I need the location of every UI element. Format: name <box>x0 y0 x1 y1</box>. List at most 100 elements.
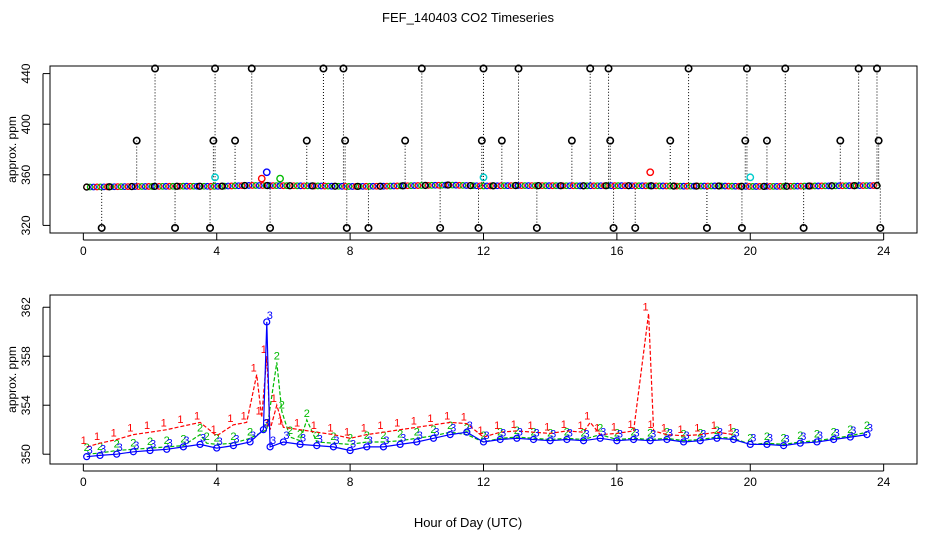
series-3-point-label: 3 <box>417 430 423 442</box>
series-3-point <box>313 442 321 450</box>
series-2-point-label: 2 <box>447 420 453 432</box>
spike-point <box>604 64 613 73</box>
series-1-point-label: 1 <box>561 419 567 431</box>
baseline-point <box>628 182 636 190</box>
baseline-point <box>162 182 170 190</box>
series-3-point <box>780 442 788 450</box>
series-1-point-label: 1 <box>444 410 450 422</box>
series-3-point-label: 3 <box>383 435 389 447</box>
spike-point <box>702 223 711 232</box>
series-2-point-label: 2 <box>597 423 603 435</box>
top-y-tick-label: 400 <box>19 114 33 134</box>
series-3-point-label: 3 <box>433 426 439 438</box>
baseline-point <box>542 182 550 190</box>
series-3-point-label: 3 <box>333 435 339 447</box>
series-1-point-label: 1 <box>577 420 583 432</box>
baseline-point <box>369 182 377 190</box>
baseline-point <box>435 181 443 189</box>
spike-point <box>477 136 486 145</box>
baseline-point <box>707 182 715 190</box>
baseline-point <box>666 182 674 190</box>
series-1-point-label: 1 <box>271 393 277 405</box>
spike-point <box>762 136 771 145</box>
series-2-point-label: 2 <box>864 420 870 432</box>
series-1-point-label: 1 <box>494 420 500 432</box>
baseline-point <box>114 183 122 191</box>
baseline-point <box>701 182 708 190</box>
baseline-point <box>204 182 211 190</box>
baseline-point <box>745 183 753 190</box>
series-3-point <box>446 431 454 439</box>
baseline-point <box>176 182 184 190</box>
baseline-point <box>283 182 291 190</box>
baseline-point <box>797 182 805 190</box>
series-3-point <box>246 438 254 446</box>
series-1-point-label: 1 <box>111 428 117 440</box>
baseline-point <box>835 182 843 190</box>
series-2-point-label: 2 <box>147 436 153 448</box>
series-2-point-label: 2 <box>364 430 370 442</box>
flag-point <box>421 181 430 190</box>
spike-point <box>206 223 215 232</box>
series-3-point-label: 3 <box>784 434 790 446</box>
spike-point <box>302 136 311 145</box>
baseline-point <box>342 182 349 190</box>
series-3-point <box>629 435 638 444</box>
series-3-point <box>213 444 221 452</box>
spike-point <box>479 64 488 73</box>
spike-point <box>609 223 618 232</box>
series-3-point <box>796 439 804 447</box>
series-3-point-label: 3 <box>650 429 656 441</box>
baseline-point <box>493 182 501 190</box>
baseline-point <box>183 182 191 190</box>
baseline-point <box>728 182 736 190</box>
spike-point <box>364 223 373 232</box>
series-3-point <box>463 428 471 436</box>
top-x-tick-label: 20 <box>744 244 758 258</box>
baseline-point <box>138 183 146 190</box>
flag-point <box>308 182 317 190</box>
spike-point <box>514 64 523 73</box>
baseline-point <box>763 182 770 190</box>
baseline-point <box>773 182 781 190</box>
series-2-point-label: 2 <box>664 426 670 438</box>
spike-point <box>781 64 790 73</box>
baseline-point <box>300 182 308 190</box>
bottom-x-tick-label: 0 <box>80 475 87 489</box>
baseline-point <box>324 182 332 190</box>
top-y-axis-label: approx. ppm <box>5 116 19 183</box>
series-2-point-label: 2 <box>204 431 210 443</box>
outlier-point <box>257 174 266 183</box>
baseline-point <box>780 182 788 190</box>
series-3-point <box>513 434 521 442</box>
series-3-point-label: 3 <box>567 428 573 440</box>
outlier-point <box>479 173 488 182</box>
flag-point <box>376 182 384 190</box>
baseline-point <box>573 182 581 190</box>
spike-point <box>497 136 506 145</box>
spike-point <box>247 64 256 73</box>
series-2-point-label: 2 <box>580 428 586 440</box>
baseline-point <box>469 182 477 190</box>
series-2-point-label: 2 <box>247 426 253 438</box>
baseline-point <box>90 183 97 191</box>
baseline-point <box>587 182 594 190</box>
series-3-point <box>746 440 754 449</box>
series-2-point-label: 2 <box>497 426 503 438</box>
baseline-point <box>621 182 629 190</box>
series-1-point-label: 1 <box>194 410 200 422</box>
flag-point <box>828 182 836 190</box>
series-2-line <box>86 362 868 455</box>
series-2-point-label: 2 <box>814 429 820 441</box>
outlier-point <box>276 174 284 183</box>
baseline-point <box>418 182 425 189</box>
baseline-point <box>328 182 336 190</box>
baseline-point <box>632 182 639 190</box>
series-2-point-label: 2 <box>164 435 170 447</box>
series-3-point-label: 3 <box>633 428 639 440</box>
series-1-point-label: 1 <box>728 423 734 435</box>
series-2-point-label: 2 <box>330 431 336 443</box>
spike-point <box>737 223 746 232</box>
baseline-point <box>735 182 743 190</box>
baseline-point <box>414 182 422 189</box>
